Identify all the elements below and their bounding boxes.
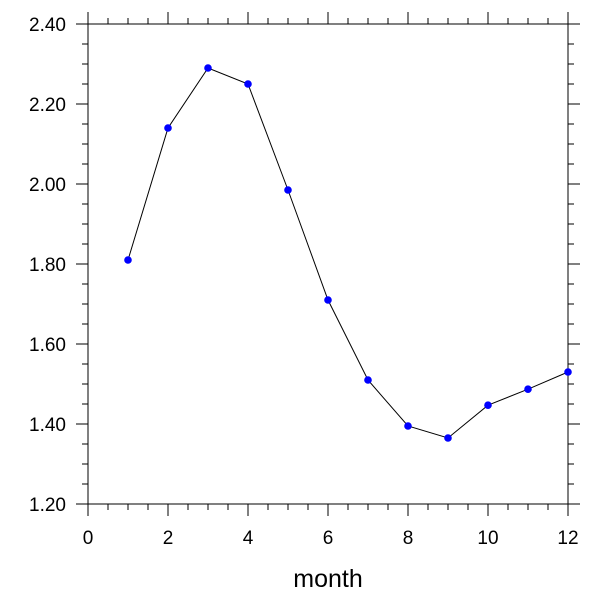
data-point [564, 368, 572, 376]
y-tick-label: 1.20 [29, 495, 66, 516]
data-point [444, 434, 452, 442]
data-point [124, 256, 132, 264]
y-tick-label: 2.00 [29, 175, 66, 196]
x-tick-label: 6 [323, 528, 334, 549]
x-tick-label: 10 [477, 528, 498, 549]
series-line [127, 67, 569, 439]
x-tick-label: 2 [163, 528, 174, 549]
y-tick-label: 1.40 [29, 415, 66, 436]
x-tick-label: 4 [243, 528, 254, 549]
x-tick-label: 12 [557, 528, 578, 549]
x-tick-label: 8 [403, 528, 414, 549]
data-point [404, 422, 412, 430]
data-point [484, 401, 492, 410]
tick-labels: 0 2 4 6 8 10 12 1.20 1.40 1.60 1.80 2.00 2.20 2.40 [29, 15, 579, 549]
axis-ticks [76, 12, 580, 516]
x-tick-label: 0 [83, 528, 94, 549]
data-point [204, 64, 212, 72]
data-point [284, 186, 292, 194]
data-point [324, 296, 332, 304]
y-tick-label: 1.80 [29, 255, 66, 276]
y-tick-label: 2.40 [29, 15, 66, 36]
x-axis-label: month [293, 565, 362, 593]
data-point [524, 385, 532, 394]
y-tick-label: 2.20 [29, 95, 66, 116]
data-point [164, 124, 172, 132]
plot-frame [87, 23, 569, 505]
data-point [244, 80, 252, 88]
data-point [364, 376, 372, 384]
series-points [124, 64, 572, 442]
y-tick-label: 1.60 [29, 335, 66, 356]
